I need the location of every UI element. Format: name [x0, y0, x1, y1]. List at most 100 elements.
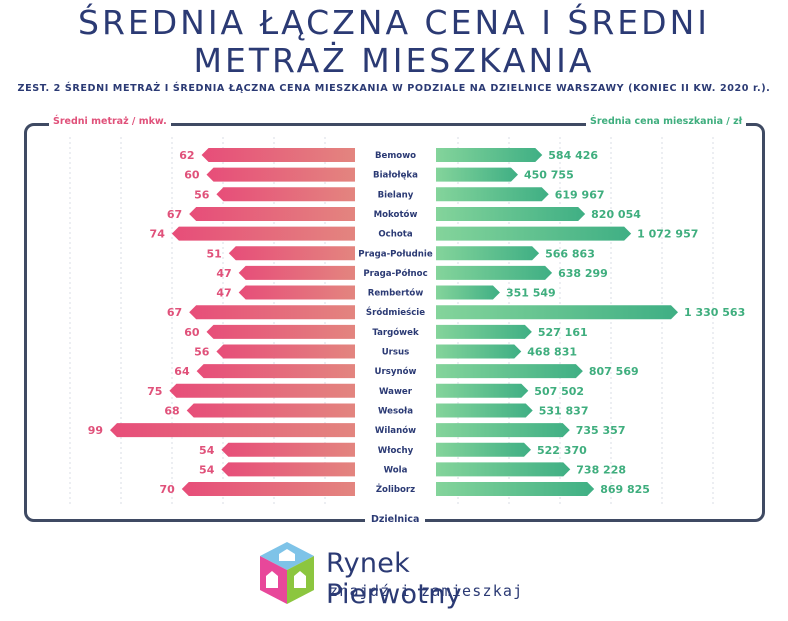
area-value-label: 99: [88, 424, 103, 437]
district-label: Ochota: [378, 230, 413, 240]
district-label: Bemowo: [375, 151, 416, 161]
area-bar: [206, 324, 355, 339]
price-bar: [436, 265, 553, 280]
area-bar: [216, 187, 355, 202]
district-label: Targówek: [372, 327, 419, 338]
area-bar: [110, 423, 355, 438]
area-value-label: 60: [184, 169, 200, 182]
price-bar: [436, 403, 533, 418]
price-value-label: 584 426: [548, 149, 598, 162]
area-bar: [169, 383, 355, 398]
right-axis-label: Średnia cena mieszkania / zł: [586, 116, 747, 127]
area-bar: [238, 285, 355, 300]
chart-subtitle: ZEST. 2 ŚREDNI METRAŻ I ŚREDNIA ŁĄCZNA C…: [17, 83, 771, 94]
area-bar: [196, 364, 355, 379]
price-value-label: 1 072 957: [637, 228, 698, 241]
area-bar: [171, 226, 355, 241]
price-value-label: 566 863: [545, 247, 595, 260]
district-label: Praga-Południe: [358, 249, 433, 259]
area-value-label: 47: [216, 287, 231, 300]
area-bar: [189, 305, 355, 320]
brand-logo: Rynek Pierwotny znajdź i zamieszkaj: [256, 540, 546, 610]
district-label: Ursynów: [375, 366, 417, 377]
price-bar: [436, 442, 532, 457]
price-bar: [436, 364, 583, 379]
price-bar: [436, 324, 532, 339]
area-value-label: 54: [199, 444, 215, 457]
price-bar: [436, 462, 571, 477]
district-label: Wola: [384, 465, 408, 475]
area-value-label: 62: [179, 149, 194, 162]
area-bar: [186, 403, 355, 418]
area-value-label: 56: [194, 346, 210, 359]
price-bar: [436, 148, 543, 162]
price-value-label: 351 549: [506, 287, 556, 300]
area-bar: [221, 442, 355, 457]
price-bar: [436, 305, 678, 320]
price-value-label: 522 370: [537, 444, 587, 457]
district-label: Rembertów: [368, 288, 424, 299]
price-bar: [436, 423, 570, 438]
area-value-label: 67: [167, 306, 182, 319]
price-value-label: 450 755: [524, 169, 574, 182]
district-label: Bielany: [378, 190, 414, 200]
area-value-label: 54: [199, 463, 215, 476]
district-label: Wesoła: [378, 406, 413, 416]
district-label: Praga-Północ: [363, 268, 427, 279]
area-bar: [201, 148, 355, 162]
price-value-label: 820 054: [591, 208, 641, 221]
area-bar: [228, 246, 355, 261]
area-bar: [206, 167, 355, 182]
price-bar: [436, 206, 586, 221]
district-label: Wilanów: [375, 425, 416, 436]
price-bar: [436, 383, 529, 398]
district-label: Wawer: [379, 387, 413, 397]
logo-name: Rynek Pierwotny: [326, 548, 462, 610]
title-line-2: METRAŻ MIESZKANIA: [193, 41, 595, 80]
price-bar: [436, 246, 540, 261]
district-label: Śródmieście: [366, 306, 425, 318]
area-value-label: 60: [184, 326, 200, 339]
price-value-label: 619 967: [555, 188, 605, 201]
price-value-label: 507 502: [534, 385, 584, 398]
area-value-label: 67: [167, 208, 182, 221]
area-value-label: 56: [194, 188, 210, 201]
area-value-label: 75: [147, 385, 162, 398]
price-value-label: 735 357: [576, 424, 626, 437]
price-value-label: 531 837: [539, 404, 589, 417]
price-value-label: 869 825: [600, 483, 650, 496]
district-label: Białołęka: [373, 171, 418, 181]
district-label: Mokotów: [374, 209, 418, 220]
price-bar: [436, 285, 500, 300]
price-bar: [436, 187, 549, 202]
chart-bars: 62 Bemowo 584 426 60 Białołęka 450 755 56 Biela…: [88, 148, 745, 497]
area-bar: [181, 482, 355, 497]
area-value-label: 47: [216, 267, 231, 280]
title-line-1: ŚREDNIA ŁĄCZNA CENA I ŚREDNI: [78, 3, 710, 42]
price-value-label: 468 831: [527, 346, 577, 359]
area-value-label: 68: [164, 404, 179, 417]
price-value-label: 638 299: [558, 267, 608, 280]
district-label: Żoliborz: [376, 484, 415, 495]
district-label: Ursus: [382, 348, 410, 358]
area-value-label: 51: [206, 247, 221, 260]
area-bar: [189, 206, 355, 221]
price-bar: [436, 482, 595, 497]
price-bar: [436, 167, 518, 182]
district-label: Włochy: [378, 446, 414, 456]
area-bar: [238, 265, 355, 280]
left-axis-label: Średni metraż / mkw.: [49, 116, 171, 127]
logo-cube-icon: [260, 542, 314, 604]
price-value-label: 527 161: [538, 326, 588, 339]
price-value-label: 738 228: [576, 463, 626, 476]
price-value-label: 1 330 563: [684, 306, 745, 319]
bottom-axis-label: Dzielnica: [365, 514, 426, 525]
price-bar: [436, 344, 522, 359]
price-value-label: 807 569: [589, 365, 639, 378]
area-bar: [216, 344, 355, 359]
area-bar: [221, 462, 355, 477]
price-bar: [436, 226, 632, 241]
area-value-label: 64: [174, 365, 190, 378]
page-title: ŚREDNIA ŁĄCZNA CENA I ŚREDNI METRAŻ MIES…: [0, 4, 788, 80]
